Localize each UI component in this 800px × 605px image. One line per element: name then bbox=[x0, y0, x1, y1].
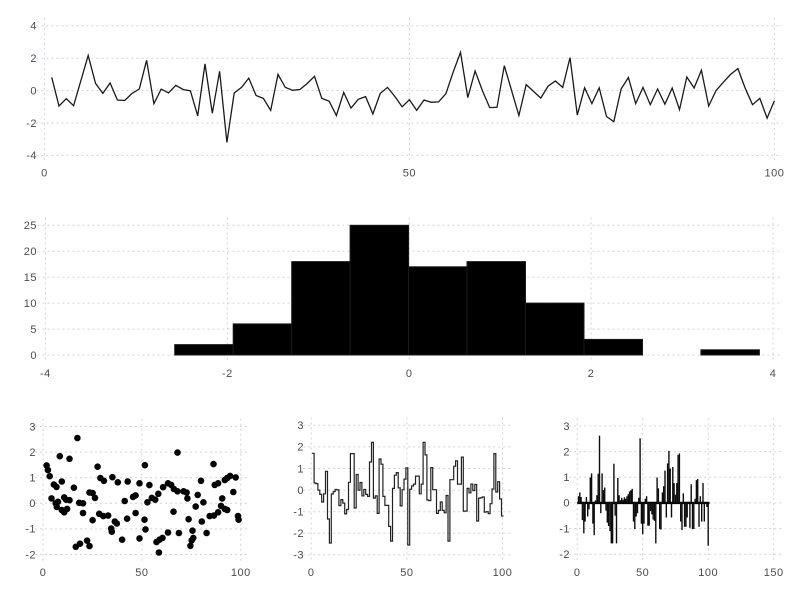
svg-text:2: 2 bbox=[29, 447, 36, 459]
svg-text:-2: -2 bbox=[293, 528, 304, 540]
svg-text:100: 100 bbox=[698, 567, 718, 579]
svg-text:1: 1 bbox=[297, 463, 304, 475]
svg-text:2: 2 bbox=[563, 446, 570, 458]
svg-text:2: 2 bbox=[297, 442, 304, 454]
svg-text:1: 1 bbox=[563, 472, 570, 484]
svg-text:-1: -1 bbox=[559, 523, 570, 535]
svg-text:-2: -2 bbox=[559, 549, 570, 561]
svg-text:0: 0 bbox=[30, 350, 37, 362]
svg-text:3: 3 bbox=[297, 420, 304, 432]
svg-text:-2: -2 bbox=[222, 368, 233, 380]
svg-text:4: 4 bbox=[30, 21, 37, 33]
svg-text:0: 0 bbox=[297, 485, 304, 497]
svg-text:4: 4 bbox=[770, 368, 777, 380]
svg-text:5: 5 bbox=[30, 324, 37, 336]
svg-text:0: 0 bbox=[29, 498, 36, 510]
svg-text:-4: -4 bbox=[40, 368, 51, 380]
svg-text:150: 150 bbox=[764, 567, 784, 579]
svg-text:-2: -2 bbox=[25, 549, 36, 561]
svg-text:10: 10 bbox=[24, 298, 37, 310]
svg-text:-4: -4 bbox=[26, 150, 37, 162]
svg-text:0: 0 bbox=[308, 567, 315, 579]
svg-text:2: 2 bbox=[588, 368, 595, 380]
svg-text:100: 100 bbox=[493, 567, 513, 579]
svg-text:-2: -2 bbox=[26, 118, 37, 130]
svg-text:3: 3 bbox=[29, 421, 36, 433]
svg-text:15: 15 bbox=[24, 272, 37, 284]
svg-text:0: 0 bbox=[30, 85, 37, 97]
svg-text:0: 0 bbox=[406, 368, 413, 380]
svg-text:100: 100 bbox=[231, 567, 251, 579]
svg-text:0: 0 bbox=[563, 498, 570, 510]
svg-text:-1: -1 bbox=[293, 507, 304, 519]
svg-text:-1: -1 bbox=[25, 524, 36, 536]
svg-text:50: 50 bbox=[400, 567, 413, 579]
svg-text:1: 1 bbox=[29, 473, 36, 485]
svg-text:-3: -3 bbox=[293, 550, 304, 562]
svg-text:50: 50 bbox=[636, 567, 649, 579]
svg-text:50: 50 bbox=[135, 567, 148, 579]
svg-text:20: 20 bbox=[24, 246, 37, 258]
svg-text:50: 50 bbox=[403, 168, 416, 180]
svg-text:0: 0 bbox=[40, 567, 47, 579]
svg-text:0: 0 bbox=[574, 567, 581, 579]
svg-text:2: 2 bbox=[30, 53, 37, 65]
svg-text:100: 100 bbox=[764, 168, 784, 180]
svg-text:0: 0 bbox=[41, 168, 48, 180]
svg-text:25: 25 bbox=[24, 220, 37, 232]
svg-text:3: 3 bbox=[563, 421, 570, 433]
